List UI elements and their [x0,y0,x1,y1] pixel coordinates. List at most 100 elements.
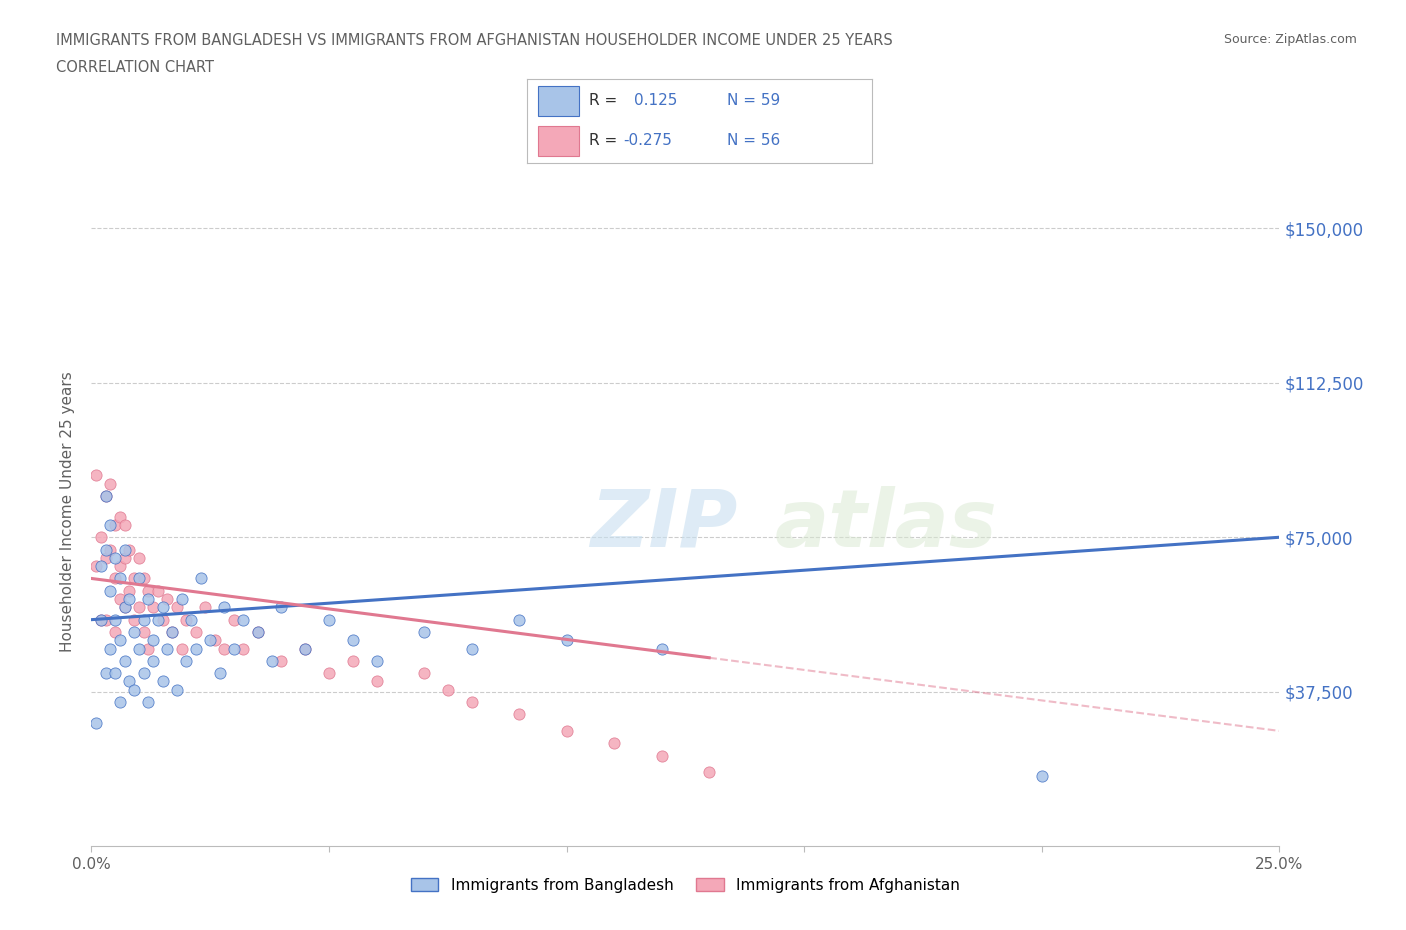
Point [156,641,179,656]
Point [114,551,136,565]
Point [342,632,364,647]
Point [128,600,150,615]
Point [146,583,169,598]
Point [184,625,207,640]
Point [176,612,198,627]
Point [160,625,183,640]
Point [138,695,160,710]
Point [100,542,122,557]
Point [132,612,155,627]
Point [200,632,222,647]
Point [104,612,127,627]
Point [294,641,316,656]
Point [232,612,254,627]
Point [90,559,112,574]
Point [194,600,217,615]
Point [651,641,673,656]
Point [90,612,112,627]
Point [104,551,127,565]
Point [108,571,131,586]
Point [142,654,165,669]
Point [222,641,245,656]
Point [128,641,150,656]
Point [270,600,292,615]
Text: N = 56: N = 56 [727,134,780,149]
Text: 0.125: 0.125 [634,93,678,108]
Point [180,612,202,627]
Point [94,666,117,681]
Point [318,666,340,681]
Point [128,571,150,586]
Point [104,517,127,532]
Text: IMMIGRANTS FROM BANGLADESH VS IMMIGRANTS FROM AFGHANISTAN HOUSEHOLDER INCOME UND: IMMIGRANTS FROM BANGLADESH VS IMMIGRANTS… [56,33,893,47]
Point [366,674,388,689]
Point [118,674,141,689]
Point [122,683,145,698]
Point [208,666,231,681]
Point [555,724,578,738]
Point [146,612,169,627]
Text: atlas: atlas [775,485,997,564]
Point [122,612,145,627]
Point [100,476,122,491]
Point [555,632,578,647]
Point [84,468,107,483]
FancyBboxPatch shape [537,126,579,156]
Point [270,654,292,669]
Point [114,542,136,557]
Point [156,591,179,606]
Point [104,666,127,681]
Point [138,591,160,606]
Text: CORRELATION CHART: CORRELATION CHART [56,60,214,75]
Point [90,530,112,545]
Point [118,542,141,557]
Point [170,591,193,606]
Point [160,625,183,640]
Point [100,517,122,532]
Point [114,654,136,669]
Point [176,654,198,669]
Point [108,559,131,574]
Point [118,583,141,598]
Text: Source: ZipAtlas.com: Source: ZipAtlas.com [1223,33,1357,46]
Point [152,600,174,615]
Point [108,510,131,525]
Point [114,517,136,532]
Text: -0.275: -0.275 [624,134,672,149]
Point [508,612,530,627]
Point [184,641,207,656]
Point [94,551,117,565]
Point [246,625,269,640]
Point [651,749,673,764]
Point [246,625,269,640]
Point [114,600,136,615]
Point [104,625,127,640]
Point [170,641,193,656]
Point [108,591,131,606]
Point [94,542,117,557]
Point [108,632,131,647]
Point [132,666,155,681]
Point [436,683,458,698]
Point [104,571,127,586]
FancyBboxPatch shape [537,86,579,116]
Point [603,736,626,751]
Point [697,764,720,779]
Point [84,559,107,574]
Text: ZIP: ZIP [591,485,738,564]
Point [260,654,283,669]
Point [138,641,160,656]
Point [366,654,388,669]
Point [100,583,122,598]
Point [232,641,254,656]
Point [100,641,122,656]
Point [152,612,174,627]
Point [132,571,155,586]
Point [114,600,136,615]
Point [152,674,174,689]
Point [460,695,482,710]
Point [122,625,145,640]
Point [94,488,117,503]
Point [214,641,236,656]
Point [342,654,364,669]
